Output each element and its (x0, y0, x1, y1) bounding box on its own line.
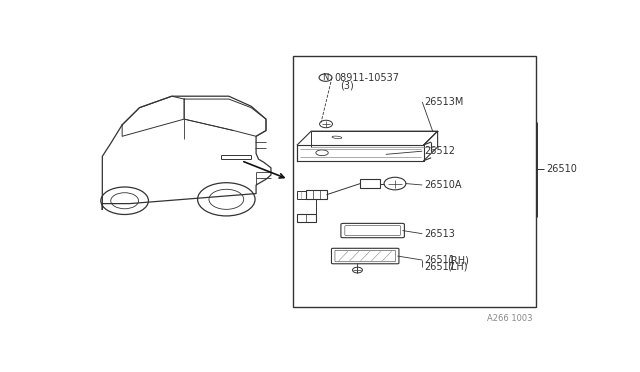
Text: 26513M: 26513M (425, 97, 464, 107)
Text: (RH): (RH) (447, 255, 469, 265)
Bar (306, 190, 326, 199)
Bar (360, 179, 380, 188)
Text: 26513: 26513 (425, 229, 456, 239)
Text: 26517: 26517 (425, 262, 456, 272)
Text: 26510A: 26510A (425, 180, 462, 190)
Bar (293, 56, 536, 307)
Text: (LH): (LH) (447, 262, 468, 272)
Text: N: N (323, 73, 329, 82)
Text: 08911-10537: 08911-10537 (334, 73, 399, 83)
Text: 26511: 26511 (425, 255, 456, 265)
Text: A266 1003: A266 1003 (486, 314, 532, 323)
Bar (297, 214, 316, 222)
Text: (3): (3) (340, 80, 354, 90)
Text: 26510: 26510 (547, 164, 577, 174)
Bar (297, 191, 306, 199)
Text: 26512: 26512 (425, 146, 456, 156)
